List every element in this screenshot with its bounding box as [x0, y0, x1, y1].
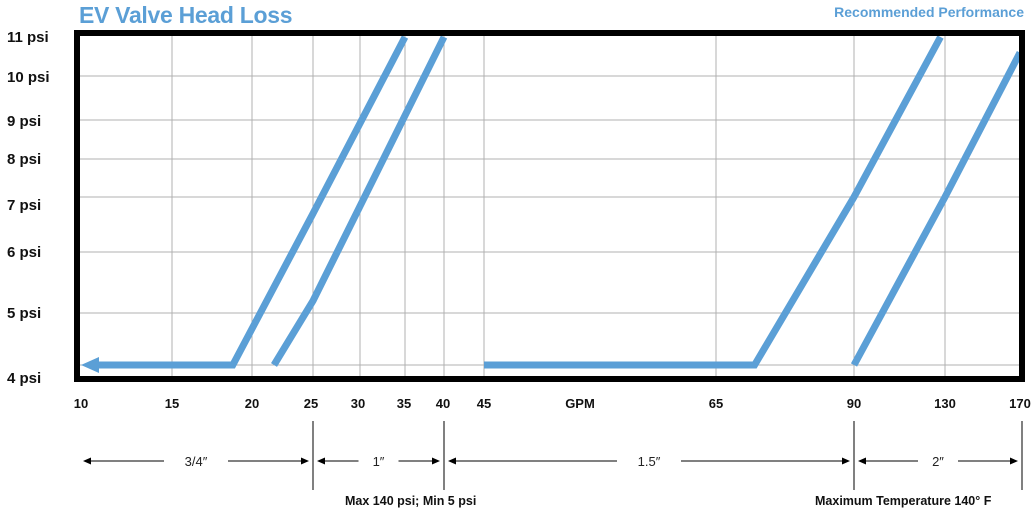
temperature-note: Maximum Temperature 140° F	[815, 494, 992, 508]
x-tick-labels: 10 15 20 25 30 35 40 45 65 90 130 170 GPM	[74, 396, 1031, 411]
series-group	[81, 35, 1022, 373]
range-label: 2″	[932, 454, 944, 469]
x-tick-label: 25	[304, 396, 318, 411]
x-tick-label: 10	[74, 396, 88, 411]
range-arrowhead	[432, 457, 440, 465]
grid-lines	[77, 33, 1022, 379]
range-arrowhead	[448, 457, 456, 465]
range-arrowhead	[842, 457, 850, 465]
y-tick-label: 7 psi	[7, 197, 41, 214]
x-axis-label: GPM	[565, 396, 595, 411]
y-tick-label: 9 psi	[7, 113, 41, 130]
chart-title: EV Valve Head Loss	[79, 2, 293, 28]
x-tick-label: 130	[934, 396, 956, 411]
y-tick-label: 11 psi	[7, 29, 49, 46]
y-tick-label: 10 psi	[7, 69, 50, 86]
chart-subtitle: Recommended Performance	[834, 4, 1024, 20]
range-arrowhead	[317, 457, 325, 465]
series-line-1	[93, 35, 409, 369]
x-tick-label: 15	[165, 396, 179, 411]
x-tick-label: 65	[709, 396, 723, 411]
y-tick-label: 5 psi	[7, 305, 41, 322]
x-tick-label: 35	[397, 396, 411, 411]
y-tick-label: 8 psi	[7, 151, 41, 168]
x-tick-label: 45	[477, 396, 491, 411]
y-tick-label: 6 psi	[7, 244, 41, 261]
range-arrowhead	[858, 457, 866, 465]
x-tick-label: 170	[1009, 396, 1031, 411]
range-arrowhead	[301, 457, 309, 465]
range-arrowhead	[1010, 457, 1018, 465]
series-arrow	[81, 357, 99, 373]
plot-frame	[74, 30, 1025, 382]
x-tick-label: 30	[351, 396, 365, 411]
valve-size-ranges: 3/4″ 1″ 1.5″ 2″	[83, 421, 1023, 490]
range-label: 1″	[373, 454, 385, 469]
x-tick-label: 20	[245, 396, 259, 411]
x-tick-label: 40	[436, 396, 450, 411]
range-arrowhead	[83, 457, 91, 465]
series-line-3	[484, 35, 944, 369]
x-tick-label: 90	[847, 396, 861, 411]
pressure-note: Max 140 psi; Min 5 psi	[345, 494, 477, 508]
y-tick-label: 4 psi	[7, 370, 41, 387]
range-label: 1.5″	[638, 454, 661, 469]
y-tick-labels: 4 psi 5 psi 6 psi 7 psi 8 psi 9 psi 10 psi 11 p…	[7, 29, 50, 387]
series-line-2	[271, 35, 448, 367]
range-label: 3/4″	[185, 454, 208, 469]
series-line-4	[850, 50, 1022, 367]
